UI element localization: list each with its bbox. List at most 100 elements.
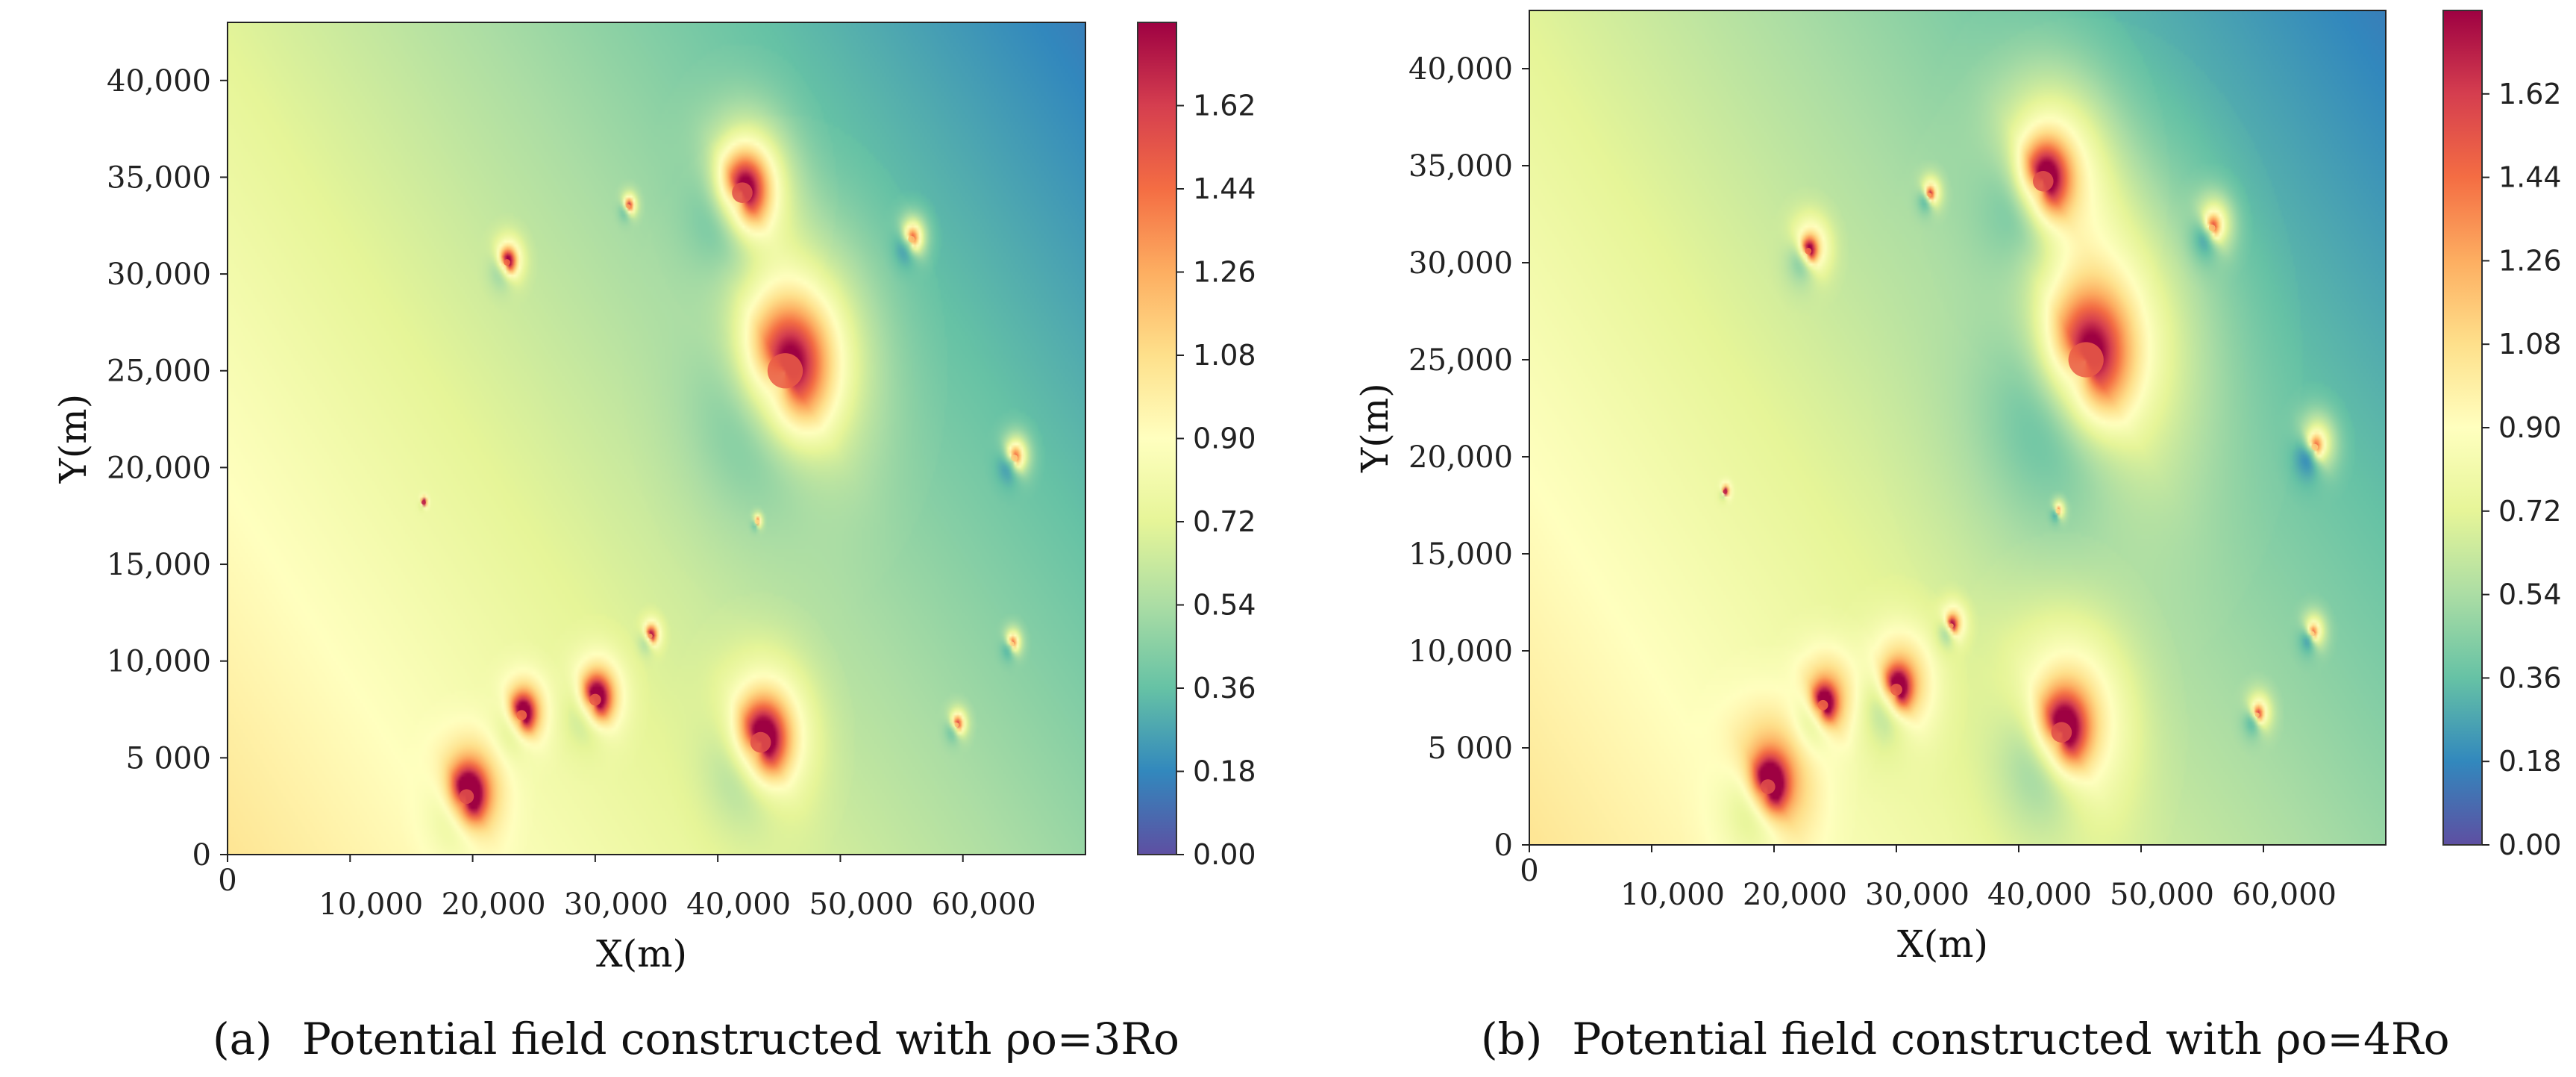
x-axis-label: X(m): [1897, 923, 1988, 966]
colorbar-tick-label: 0.54: [2498, 578, 2562, 611]
obstacle-marker: [589, 693, 601, 706]
panel-b: 0 10,000 20,000 30,000 40,000 50,000 60,000 0 5 …: [1353, 10, 2562, 1064]
obstacle-marker: [750, 731, 771, 753]
obstacle-marker: [1890, 684, 1902, 696]
y-tick-label: 30,000: [1408, 246, 1513, 281]
y-tick-label: 0: [192, 838, 211, 872]
y-tick-label: 35,000: [107, 160, 211, 195]
x-tick-label: 0: [1520, 854, 1538, 888]
y-tick-label: 25,000: [1408, 343, 1513, 378]
y-tick-label: 40,000: [1408, 52, 1513, 87]
x-tick-label: 60,000: [2232, 878, 2337, 912]
obstacle-marker: [1011, 454, 1018, 461]
colorbar-tick-label: 1.44: [1193, 172, 1256, 205]
obstacle-marker: [908, 235, 915, 243]
obstacle-marker: [504, 259, 511, 266]
obstacle-marker: [1805, 247, 1812, 255]
panel-label: (a): [213, 1014, 272, 1064]
obstacle-marker: [754, 519, 759, 524]
y-tick-label: 35,000: [1408, 149, 1513, 184]
colorbar-tick-label: 1.62: [2498, 78, 2562, 110]
colorbar: [2442, 10, 2483, 846]
panel-caption: (b) Potential field constructed with ρo=4…: [1481, 1014, 2450, 1064]
y-axis-label: Y(m): [51, 394, 95, 484]
obstacle-marker: [1723, 489, 1728, 494]
obstacle-marker: [459, 789, 474, 805]
colorbar-tick-label: 0.90: [2498, 411, 2562, 444]
colorbar-tick-label: 0.18: [1193, 755, 1256, 788]
obstacle-marker: [2068, 342, 2104, 378]
colorbar: [1137, 22, 1177, 855]
y-tick-label: 30,000: [107, 257, 211, 292]
y-axis-label: Y(m): [1353, 383, 1397, 472]
x-tick-label: 40,000: [686, 887, 791, 922]
y-tick-label: 20,000: [1408, 440, 1513, 475]
y-tick-label: 10,000: [107, 645, 211, 679]
obstacle-marker: [626, 204, 631, 209]
obstacle-marker: [767, 353, 803, 389]
x-axis-label: X(m): [596, 932, 687, 975]
obstacle-marker: [2208, 224, 2216, 231]
x-tick-label: 20,000: [442, 887, 546, 922]
colorbar-tick-label: 1.08: [2498, 328, 2562, 360]
colorbar-tick-label: 0.00: [1193, 838, 1256, 871]
colorbar-tick-label: 0.36: [2498, 661, 2562, 694]
obstacle-marker: [2051, 722, 2072, 743]
obstacle-marker: [2033, 171, 2054, 192]
obstacle-marker: [954, 722, 959, 728]
x-tick-label: 30,000: [1865, 878, 1969, 912]
colorbar-tick-label: 0.54: [1193, 589, 1256, 622]
panel-label: (b): [1481, 1014, 1542, 1064]
obstacle-marker: [1927, 193, 1932, 197]
obstacle-marker: [732, 182, 753, 203]
colorbar-tick-label: 0.72: [2498, 495, 2562, 528]
x-tick-label: 20,000: [1743, 878, 1847, 912]
colorbar-tick-label: 1.26: [1193, 256, 1256, 289]
obstacle-marker: [2310, 631, 2315, 636]
y-tick-label: 10,000: [1408, 634, 1513, 669]
obstacle-marker: [1949, 623, 1954, 628]
colorbar-tick-label: 1.62: [1193, 90, 1256, 122]
plot-frame: [227, 22, 1086, 855]
obstacle-marker: [1817, 699, 1828, 711]
obstacle-marker: [1009, 641, 1015, 646]
y-tick-label: 15,000: [107, 548, 211, 582]
y-tick-label: 5 000: [1427, 731, 1513, 766]
colorbar-tick-label: 0.00: [2498, 828, 2562, 861]
colorbar-tick-label: 1.08: [1193, 339, 1256, 372]
y-tick-label: 15,000: [1408, 537, 1513, 572]
y-tick-label: 20,000: [107, 451, 211, 485]
colorbar-tick-label: 0.72: [1193, 505, 1256, 538]
obstacle-marker: [2055, 508, 2061, 513]
x-tick-label: 40,000: [1987, 878, 2092, 912]
x-tick-label: 10,000: [319, 887, 423, 922]
obstacle-marker: [648, 633, 653, 638]
y-tick-label: 40,000: [107, 64, 211, 99]
colorbar-tick-label: 0.36: [1193, 672, 1256, 705]
plot-frame: [1529, 10, 2387, 846]
obstacle-marker: [421, 500, 426, 505]
potential-field-heatmap: [1529, 10, 2386, 845]
obstacle-marker: [1760, 779, 1776, 794]
obstacle-marker: [2311, 443, 2319, 451]
obstacle-marker: [516, 710, 527, 721]
x-tick-label: 30,000: [564, 887, 668, 922]
x-tick-label: 0: [218, 864, 236, 898]
panel-caption: (a) Potential field constructed with ρo=3…: [213, 1014, 1179, 1064]
x-tick-label: 50,000: [809, 887, 913, 922]
colorbar-tick-label: 1.26: [2498, 244, 2562, 277]
caption-text: Potential field constructed with ρo=3Ro: [302, 1014, 1179, 1064]
potential-field-heatmap: [228, 22, 1085, 855]
panel-a: 0 10,000 20,000 30,000 40,000 50,000 60,000 0 5 …: [51, 22, 1256, 1064]
obstacle-marker: [2254, 712, 2260, 717]
colorbar-tick-label: 0.90: [1193, 422, 1256, 455]
caption-text: Potential field constructed with ρo=4Ro: [1572, 1014, 2449, 1064]
x-tick-label: 50,000: [2110, 878, 2214, 912]
x-tick-label: 60,000: [932, 887, 1036, 922]
y-tick-label: 0: [1494, 828, 1513, 863]
y-tick-label: 25,000: [107, 355, 211, 389]
x-tick-label: 10,000: [1620, 878, 1725, 912]
y-tick-label: 5 000: [125, 741, 211, 775]
colorbar-tick-label: 1.44: [2498, 161, 2562, 194]
